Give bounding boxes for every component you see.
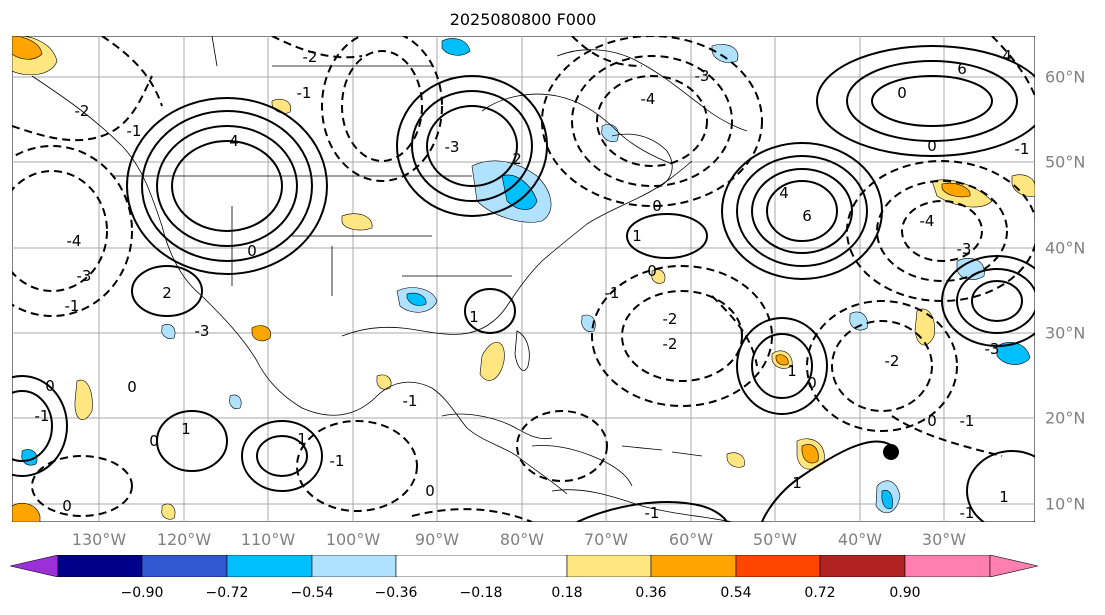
contour-label: -1 bbox=[330, 452, 345, 470]
contour-label: -1 bbox=[605, 284, 620, 302]
contour-label: -2 bbox=[303, 48, 318, 66]
colorbar-tick-label: 0.18 bbox=[551, 585, 583, 601]
contour-label: 6 bbox=[802, 207, 812, 225]
solid-contours bbox=[12, 45, 1035, 522]
contour-label: 0 bbox=[247, 242, 257, 260]
contour-label: 0 bbox=[927, 412, 937, 430]
contour-label: 4 bbox=[779, 184, 789, 202]
contour-label: 0 bbox=[425, 482, 435, 500]
colorbar-segment bbox=[226, 555, 313, 577]
contour-label: 1 bbox=[181, 420, 191, 438]
lon-label: 40°W bbox=[837, 530, 883, 549]
contour-label: -3 bbox=[195, 322, 210, 340]
contour-label: 1 bbox=[632, 227, 642, 245]
colorbar-tick-label: −0.36 bbox=[374, 585, 418, 601]
lon-label: 120°W bbox=[156, 530, 212, 549]
colorbar-segment bbox=[819, 555, 906, 577]
contour-label: -4 bbox=[67, 232, 82, 250]
lon-label: 30°W bbox=[921, 530, 967, 549]
negative-shading bbox=[21, 38, 1031, 514]
lon-label: 70°W bbox=[583, 530, 629, 549]
contour-label: 4 bbox=[229, 132, 239, 150]
colorbar-segment bbox=[989, 555, 1038, 577]
lon-label: 130°W bbox=[71, 530, 127, 549]
contour-label: 1 bbox=[999, 488, 1009, 506]
colorbar-tick-label: −0.54 bbox=[290, 585, 334, 601]
contour-label: -1 bbox=[403, 392, 418, 410]
contour-label: 0 bbox=[652, 197, 662, 215]
colorbar-tick-label: 0.36 bbox=[635, 585, 667, 601]
colorbar-segment bbox=[566, 555, 652, 577]
colorbar-segment bbox=[10, 555, 59, 577]
contour-label: 0 bbox=[927, 137, 937, 155]
contour-label: 1 bbox=[297, 430, 307, 448]
contour-label: -3 bbox=[985, 340, 1000, 358]
contour-label: 1 bbox=[469, 308, 479, 326]
contour-label: -2 bbox=[663, 310, 678, 328]
lat-label: 30°N bbox=[1045, 323, 1086, 343]
storm-center-marker bbox=[883, 444, 899, 460]
colorbar bbox=[10, 555, 1038, 577]
contour-label: 0 bbox=[45, 377, 55, 395]
contour-label: 1 bbox=[787, 362, 797, 380]
map-title: 2025080800 F000 bbox=[449, 10, 597, 29]
contour-label: -2 bbox=[663, 335, 678, 353]
colorbar-tick-label: −0.72 bbox=[205, 585, 249, 601]
colorbar-segment bbox=[735, 555, 821, 577]
contour-label: 2 bbox=[162, 284, 172, 302]
contour-label: 4 bbox=[1002, 47, 1012, 65]
contour-label: 2 bbox=[512, 150, 522, 168]
colorbar-segment bbox=[311, 555, 397, 577]
contour-label: -1 bbox=[297, 84, 312, 102]
contour-label: -1 bbox=[35, 407, 50, 425]
contour-label: 6 bbox=[957, 60, 967, 78]
lat-label: 10°N bbox=[1045, 494, 1086, 514]
contour-label: -1 bbox=[645, 504, 660, 522]
lon-label: 110°W bbox=[240, 530, 296, 549]
contour-label: -3 bbox=[957, 240, 972, 258]
colorbar-tick-label: −0.18 bbox=[459, 585, 503, 601]
contour-label: -3 bbox=[77, 267, 92, 285]
contour-label: -4 bbox=[920, 212, 935, 230]
contour-label: -1 bbox=[127, 122, 142, 140]
lat-label: 50°N bbox=[1045, 152, 1086, 172]
contour-label: 0 bbox=[897, 84, 907, 102]
contour-label: 0 bbox=[807, 374, 817, 392]
colorbar-segment bbox=[141, 555, 228, 577]
colorbar-segment bbox=[904, 555, 991, 577]
contour-label: -1 bbox=[960, 504, 975, 522]
contour-label: -4 bbox=[641, 90, 656, 108]
colorbar-tick-label: 0.54 bbox=[720, 585, 752, 601]
colorbar-segment bbox=[395, 555, 568, 577]
colorbar-segment bbox=[57, 555, 143, 577]
colorbar-segment bbox=[650, 555, 737, 577]
contour-label: 0 bbox=[62, 497, 72, 515]
contour-label: 0 bbox=[647, 262, 657, 280]
contour-label: -1 bbox=[1015, 140, 1030, 158]
contour-label: -2 bbox=[75, 102, 90, 120]
contour-labels: -1 -2 -4 -3 -1 4 2 0 -1 -2 -3 2 -4 -3 0 … bbox=[35, 47, 1030, 522]
lat-label: 60°N bbox=[1045, 67, 1086, 87]
contour-label: -3 bbox=[445, 138, 460, 156]
colorbar-tick-label: 0.90 bbox=[889, 585, 921, 601]
contour-label: -1 bbox=[960, 412, 975, 430]
lon-label: 80°W bbox=[499, 530, 545, 549]
positive-shading bbox=[12, 36, 1035, 522]
contour-label: 0 bbox=[127, 378, 137, 396]
contour-label: 0 bbox=[149, 432, 159, 450]
lat-label: 40°N bbox=[1045, 238, 1086, 258]
map-panel: -1 -2 -4 -3 -1 4 2 0 -1 -2 -3 2 -4 -3 0 … bbox=[12, 36, 1035, 522]
colorbar-tick-label: −0.90 bbox=[120, 585, 164, 601]
contour-label: -1 bbox=[65, 297, 80, 315]
contour-label: -2 bbox=[885, 352, 900, 370]
contour-label: 1 bbox=[792, 474, 802, 492]
lon-label: 50°W bbox=[752, 530, 798, 549]
contour-label: -3 bbox=[695, 67, 710, 85]
lon-label: 90°W bbox=[414, 530, 460, 549]
lon-label: 60°W bbox=[668, 530, 714, 549]
lon-label: 100°W bbox=[325, 530, 381, 549]
colorbar-tick-label: 0.72 bbox=[804, 585, 836, 601]
lat-label: 20°N bbox=[1045, 408, 1086, 428]
dashed-contours bbox=[12, 36, 1035, 522]
